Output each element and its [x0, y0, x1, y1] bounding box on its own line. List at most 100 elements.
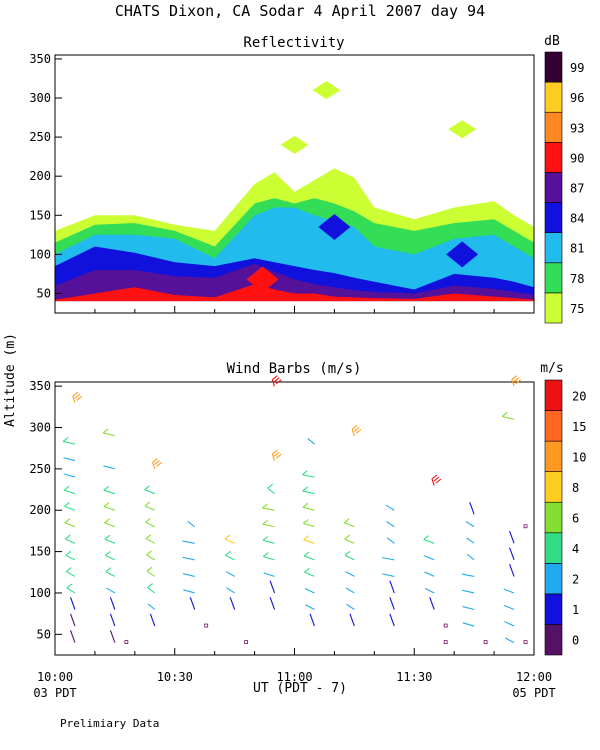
wind-barb [147, 603, 156, 610]
wind-barb [389, 613, 395, 627]
wind-ytick-label-50: 50 [37, 627, 51, 641]
wind-barb [267, 483, 275, 495]
wind-barb [152, 458, 162, 470]
wind-barb [269, 597, 276, 610]
wind-barb [62, 436, 76, 445]
wind-barb [509, 530, 515, 544]
wind-barb [305, 604, 315, 610]
wind-barb [382, 573, 395, 577]
refl-cbar-swatch-84 [544, 202, 563, 233]
reflectivity-colorbar: 75 78 81 84 87 90 93 96 99 [544, 51, 584, 324]
calm-marker [523, 640, 528, 644]
wind-barb [385, 504, 395, 511]
wind-barb [509, 564, 515, 577]
wind-barb [349, 613, 355, 627]
wind-barb [182, 556, 195, 561]
wind-barb [509, 547, 515, 561]
wind-barb [144, 485, 155, 495]
wind-barb [146, 566, 156, 577]
wind-axes: 50 100 150 200 250 300 350 10:00 10:30 11:00 11:30… [29, 379, 552, 684]
wind-barb [145, 517, 156, 528]
contour-patch-5 [246, 266, 279, 293]
wind-barb [72, 391, 83, 403]
wind-barb [66, 583, 76, 594]
wind-barb [504, 637, 515, 644]
wind-barb [262, 519, 275, 528]
wind-barb [302, 518, 315, 528]
wind-barb [345, 571, 355, 577]
refl-cbar-label-93: 93 [570, 121, 584, 135]
wind-ytick-label-100: 100 [29, 586, 51, 600]
contour-patch-0 [312, 81, 341, 100]
wind-barb [302, 502, 315, 511]
wind-cbar-label-2: 2 [572, 573, 579, 587]
refl-cbar-swatch-99 [544, 51, 563, 83]
wind-barb [182, 573, 195, 577]
wind-cbar-label-4: 4 [572, 542, 579, 556]
contour-level-87 [55, 263, 534, 302]
wind-barb [351, 424, 362, 436]
contour-patch-1 [280, 135, 309, 154]
wind-barb [64, 534, 76, 544]
wind-barb [189, 597, 196, 610]
wind-ytick-label-250: 250 [29, 462, 51, 476]
contour-patch-3 [318, 214, 351, 240]
wind-cbar-swatch-6 [544, 440, 563, 472]
wind-barb [182, 540, 195, 544]
calm-marker [443, 640, 448, 644]
wind-ytick-label-350: 350 [29, 379, 51, 393]
refl-cbar-swatch-81 [544, 232, 563, 264]
wind-barb [105, 567, 116, 577]
wind-barb [462, 622, 475, 627]
wind-barb [64, 518, 76, 528]
wind-barb [381, 557, 395, 561]
wind-cbar-label-1: 1 [572, 603, 579, 617]
wind-barb [303, 551, 315, 561]
wind-xtick-label-10:00: 10:00 [37, 670, 73, 684]
refl-cbar-swatch-78 [544, 262, 563, 294]
refl-ytick-label-300: 300 [29, 91, 51, 105]
wind-barb [309, 613, 315, 627]
wind-barb [183, 589, 195, 594]
wind-barb [304, 567, 315, 577]
wind-cbar-label-15: 15 [572, 420, 586, 434]
wind-barb [187, 520, 196, 528]
reflectivity-colorbar-label: dB [544, 34, 560, 49]
wind-barb [424, 587, 435, 594]
wind-colorbar: 0 1 2 4 6 8 10 15 20 [544, 379, 586, 656]
wind-xtick-label-11:30: 11:30 [396, 670, 432, 684]
refl-cbar-label-78: 78 [570, 272, 584, 286]
wind-barb [262, 503, 275, 511]
wind-barb [262, 552, 275, 561]
contour-patch-2 [448, 120, 477, 139]
wind-barb [346, 603, 355, 610]
wind-barb [103, 502, 116, 511]
wind-cbar-label-0: 0 [572, 634, 579, 648]
wind-barb [104, 518, 116, 528]
wind-ytick-label-150: 150 [29, 545, 51, 559]
wind-frame [54, 381, 535, 656]
wind-barb [431, 474, 442, 486]
wind-barb [386, 521, 395, 528]
wind-cbar-swatch-2 [544, 563, 563, 595]
reflectivity-axes: 50 100 150 200 250 300 350 [29, 52, 535, 313]
wind-barb [269, 580, 276, 594]
wind-barb [344, 550, 355, 561]
refl-ytick-label-100: 100 [29, 247, 51, 261]
refl-cbar-label-90: 90 [570, 151, 584, 165]
wind-barb [145, 534, 156, 544]
footer-note: Prelimiary Data [60, 717, 159, 730]
wind-barb [144, 501, 156, 511]
wind-barb [69, 597, 76, 610]
wind-cbar-label-8: 8 [572, 481, 579, 495]
wind-barb [501, 412, 515, 420]
wind-barb [225, 550, 235, 561]
reflectivity-contours [55, 81, 534, 313]
wind-xtick-label-12:00: 12:00 [516, 670, 552, 684]
wind-barb [106, 587, 116, 594]
refl-ytick-label-150: 150 [29, 208, 51, 222]
calm-marker [523, 524, 528, 529]
wind-barb [386, 537, 395, 544]
wind-barb [504, 621, 515, 627]
